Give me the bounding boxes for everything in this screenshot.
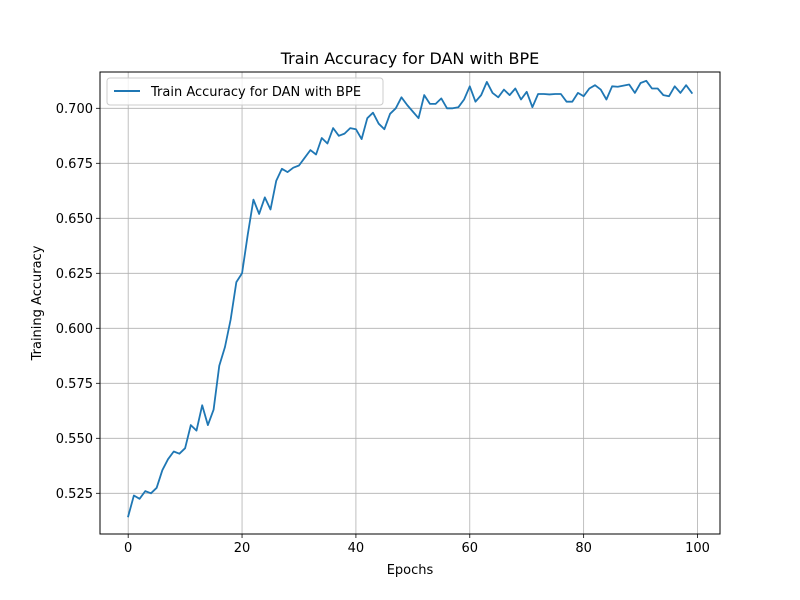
- chart-title: Train Accuracy for DAN with BPE: [280, 49, 540, 68]
- y-axis-label: Training Accuracy: [30, 245, 45, 361]
- y-tick-label: 0.700: [56, 102, 93, 117]
- legend: Train Accuracy for DAN with BPE: [106, 77, 384, 106]
- series-group: [127, 79, 694, 518]
- x-tick-label: 20: [234, 541, 251, 556]
- y-tick-label: 0.625: [56, 267, 93, 282]
- x-tick-label: 40: [348, 541, 365, 556]
- x-axis-label: Epochs: [387, 563, 434, 578]
- x-tick-label: 100: [685, 541, 710, 556]
- series-line: [127, 79, 694, 518]
- legend-box: [106, 77, 384, 106]
- x-tick-label: 0: [124, 541, 132, 556]
- y-axis-ticks: 0.525 0.550 0.575 0.600 0.625 0.650 0.675 0.700: [56, 102, 100, 502]
- plot-area: [100, 72, 720, 534]
- x-axis-ticks: 0 20 40 60 80 100: [124, 534, 710, 556]
- y-tick-label: 0.525: [56, 487, 93, 502]
- x-tick-label: 80: [575, 541, 592, 556]
- plot-frame: [99, 71, 721, 535]
- x-tick-label: 60: [462, 541, 479, 556]
- legend-label: Train Accuracy for DAN with BPE: [150, 85, 361, 100]
- y-tick-label: 0.675: [56, 157, 93, 172]
- y-tick-label: 0.575: [56, 377, 93, 392]
- y-tick-label: 0.550: [56, 432, 93, 447]
- y-tick-label: 0.600: [56, 322, 93, 337]
- y-tick-label: 0.650: [56, 212, 93, 227]
